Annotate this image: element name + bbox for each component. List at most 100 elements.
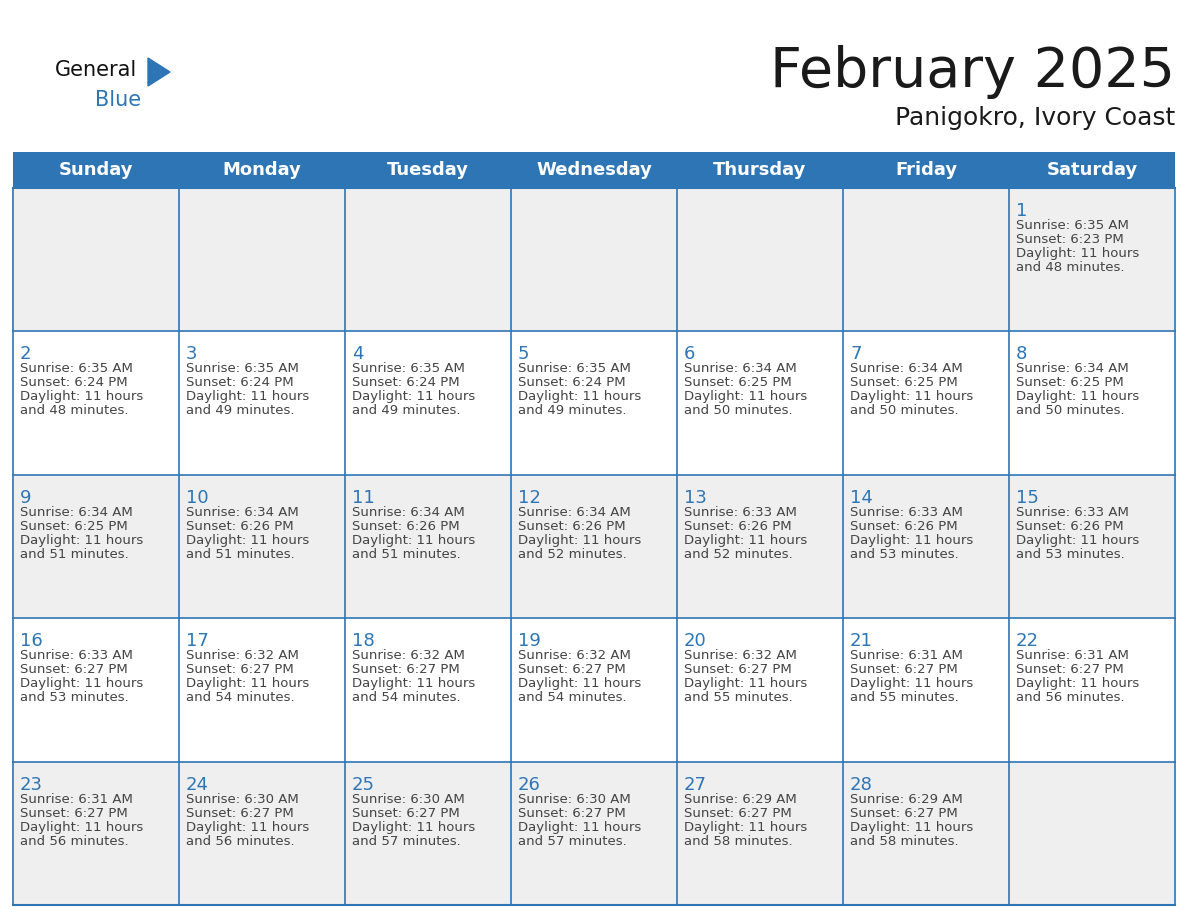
Text: Sunset: 6:24 PM: Sunset: 6:24 PM [20, 376, 127, 389]
Text: Sunset: 6:27 PM: Sunset: 6:27 PM [518, 663, 626, 677]
Text: 24: 24 [187, 776, 209, 793]
Text: Blue: Blue [95, 90, 141, 110]
Text: Sunset: 6:26 PM: Sunset: 6:26 PM [849, 520, 958, 532]
Text: Sunset: 6:26 PM: Sunset: 6:26 PM [518, 520, 626, 532]
Text: Sunrise: 6:33 AM: Sunrise: 6:33 AM [684, 506, 797, 519]
Text: and 56 minutes.: and 56 minutes. [187, 834, 295, 847]
Text: Sunset: 6:25 PM: Sunset: 6:25 PM [849, 376, 958, 389]
Text: Sunrise: 6:29 AM: Sunrise: 6:29 AM [849, 792, 962, 806]
Text: Sunrise: 6:30 AM: Sunrise: 6:30 AM [518, 792, 631, 806]
Text: Sunrise: 6:34 AM: Sunrise: 6:34 AM [1016, 363, 1129, 375]
Text: Daylight: 11 hours: Daylight: 11 hours [1016, 677, 1139, 690]
Text: Sunset: 6:24 PM: Sunset: 6:24 PM [518, 376, 626, 389]
Text: Sunrise: 6:34 AM: Sunrise: 6:34 AM [20, 506, 133, 519]
Text: 7: 7 [849, 345, 861, 364]
Text: Sunset: 6:26 PM: Sunset: 6:26 PM [1016, 520, 1124, 532]
Text: Sunrise: 6:32 AM: Sunrise: 6:32 AM [684, 649, 797, 662]
Text: and 52 minutes.: and 52 minutes. [518, 548, 627, 561]
Text: Sunrise: 6:33 AM: Sunrise: 6:33 AM [20, 649, 133, 662]
Text: Sunrise: 6:35 AM: Sunrise: 6:35 AM [187, 363, 299, 375]
Text: and 54 minutes.: and 54 minutes. [352, 691, 461, 704]
Text: and 58 minutes.: and 58 minutes. [849, 834, 959, 847]
Text: Sunset: 6:26 PM: Sunset: 6:26 PM [352, 520, 460, 532]
Text: Daylight: 11 hours: Daylight: 11 hours [1016, 533, 1139, 547]
Text: Sunset: 6:27 PM: Sunset: 6:27 PM [684, 807, 791, 820]
Text: Sunset: 6:27 PM: Sunset: 6:27 PM [187, 807, 293, 820]
Text: Sunrise: 6:34 AM: Sunrise: 6:34 AM [849, 363, 962, 375]
Text: Friday: Friday [895, 161, 958, 179]
Text: Sunset: 6:27 PM: Sunset: 6:27 PM [518, 807, 626, 820]
Text: Daylight: 11 hours: Daylight: 11 hours [187, 533, 309, 547]
Text: and 49 minutes.: and 49 minutes. [518, 405, 626, 418]
Text: and 57 minutes.: and 57 minutes. [352, 834, 461, 847]
Text: and 51 minutes.: and 51 minutes. [187, 548, 295, 561]
Text: and 51 minutes.: and 51 minutes. [352, 548, 461, 561]
Text: General: General [55, 60, 138, 80]
Text: and 57 minutes.: and 57 minutes. [518, 834, 627, 847]
Text: 1: 1 [1016, 202, 1028, 220]
Text: Daylight: 11 hours: Daylight: 11 hours [20, 677, 144, 690]
Text: Sunrise: 6:34 AM: Sunrise: 6:34 AM [187, 506, 298, 519]
Text: Sunset: 6:27 PM: Sunset: 6:27 PM [849, 807, 958, 820]
Text: 15: 15 [1016, 488, 1038, 507]
Text: Daylight: 11 hours: Daylight: 11 hours [518, 821, 642, 834]
Bar [13, 475, 1175, 618]
Text: Sunrise: 6:30 AM: Sunrise: 6:30 AM [352, 792, 465, 806]
Text: and 56 minutes.: and 56 minutes. [1016, 691, 1125, 704]
Text: Tuesday: Tuesday [387, 161, 469, 179]
Text: 21: 21 [849, 633, 873, 650]
Text: Daylight: 11 hours: Daylight: 11 hours [684, 533, 808, 547]
Text: Daylight: 11 hours: Daylight: 11 hours [684, 821, 808, 834]
Polygon shape [148, 58, 170, 86]
Text: Sunrise: 6:33 AM: Sunrise: 6:33 AM [849, 506, 963, 519]
Text: 8: 8 [1016, 345, 1028, 364]
Text: Daylight: 11 hours: Daylight: 11 hours [352, 533, 475, 547]
Text: February 2025: February 2025 [770, 45, 1175, 99]
Text: and 50 minutes.: and 50 minutes. [1016, 405, 1125, 418]
Text: 3: 3 [187, 345, 197, 364]
Text: Sunset: 6:25 PM: Sunset: 6:25 PM [1016, 376, 1124, 389]
Text: Sunset: 6:26 PM: Sunset: 6:26 PM [684, 520, 791, 532]
Text: Panigokro, Ivory Coast: Panigokro, Ivory Coast [895, 106, 1175, 130]
Text: 4: 4 [352, 345, 364, 364]
Text: Sunrise: 6:29 AM: Sunrise: 6:29 AM [684, 792, 797, 806]
Text: and 50 minutes.: and 50 minutes. [684, 405, 792, 418]
Text: and 49 minutes.: and 49 minutes. [187, 405, 295, 418]
Text: 25: 25 [352, 776, 375, 793]
Text: Monday: Monday [222, 161, 302, 179]
Text: Daylight: 11 hours: Daylight: 11 hours [849, 677, 973, 690]
Text: Sunset: 6:24 PM: Sunset: 6:24 PM [187, 376, 293, 389]
Text: Sunset: 6:26 PM: Sunset: 6:26 PM [187, 520, 293, 532]
Text: Sunrise: 6:33 AM: Sunrise: 6:33 AM [1016, 506, 1129, 519]
Text: and 54 minutes.: and 54 minutes. [187, 691, 295, 704]
Text: Daylight: 11 hours: Daylight: 11 hours [187, 390, 309, 403]
Text: Sunrise: 6:31 AM: Sunrise: 6:31 AM [849, 649, 963, 662]
Text: 12: 12 [518, 488, 541, 507]
Text: Daylight: 11 hours: Daylight: 11 hours [684, 390, 808, 403]
Text: 13: 13 [684, 488, 707, 507]
Text: and 56 minutes.: and 56 minutes. [20, 834, 128, 847]
Text: Daylight: 11 hours: Daylight: 11 hours [518, 533, 642, 547]
Text: Sunset: 6:27 PM: Sunset: 6:27 PM [20, 807, 128, 820]
Text: Daylight: 11 hours: Daylight: 11 hours [849, 390, 973, 403]
Text: 2: 2 [20, 345, 32, 364]
Text: 9: 9 [20, 488, 32, 507]
Text: Daylight: 11 hours: Daylight: 11 hours [352, 821, 475, 834]
Text: Sunset: 6:27 PM: Sunset: 6:27 PM [849, 663, 958, 677]
Text: 14: 14 [849, 488, 873, 507]
Text: 22: 22 [1016, 633, 1040, 650]
Text: Daylight: 11 hours: Daylight: 11 hours [352, 677, 475, 690]
Text: 19: 19 [518, 633, 541, 650]
Text: 23: 23 [20, 776, 43, 793]
Text: Sunrise: 6:35 AM: Sunrise: 6:35 AM [20, 363, 133, 375]
Text: Sunset: 6:27 PM: Sunset: 6:27 PM [187, 663, 293, 677]
Text: Sunset: 6:23 PM: Sunset: 6:23 PM [1016, 233, 1124, 246]
Text: Sunrise: 6:31 AM: Sunrise: 6:31 AM [20, 792, 133, 806]
Text: Sunrise: 6:35 AM: Sunrise: 6:35 AM [518, 363, 631, 375]
Text: Wednesday: Wednesday [536, 161, 652, 179]
Text: Sunrise: 6:32 AM: Sunrise: 6:32 AM [187, 649, 299, 662]
Text: Daylight: 11 hours: Daylight: 11 hours [1016, 247, 1139, 260]
Text: Sunrise: 6:32 AM: Sunrise: 6:32 AM [518, 649, 631, 662]
Text: Thursday: Thursday [713, 161, 807, 179]
Text: 27: 27 [684, 776, 707, 793]
